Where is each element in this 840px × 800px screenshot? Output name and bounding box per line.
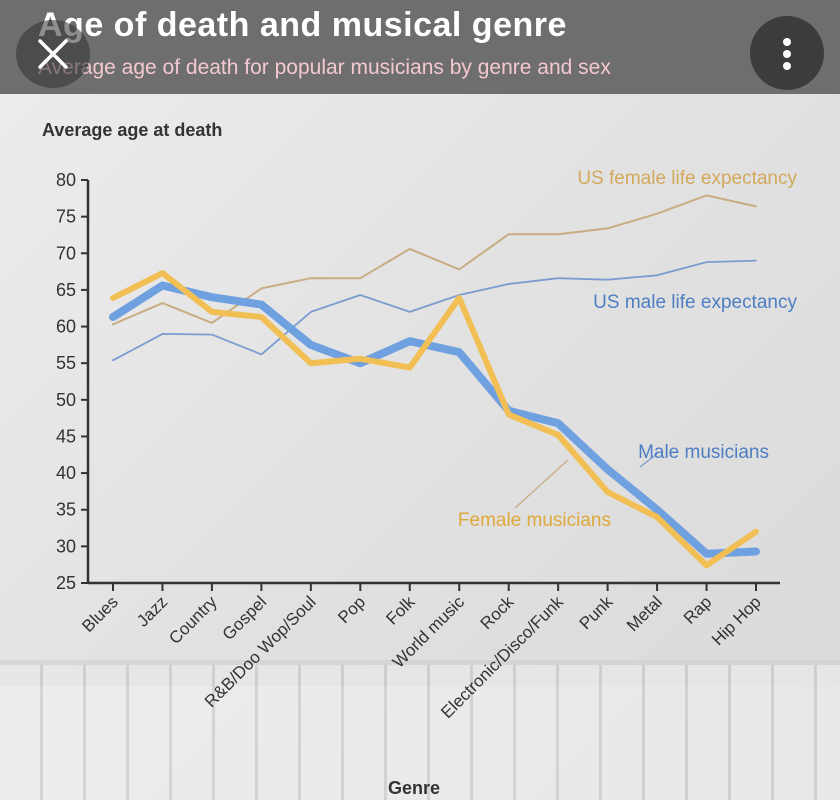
x-tick-label: Rock: [477, 592, 518, 633]
x-tick-label: Pop: [334, 592, 369, 627]
x-tick-label: Folk: [382, 592, 418, 628]
y-tick-label: 70: [56, 243, 76, 263]
chart-subtitle: Average age of death for popular musicia…: [38, 56, 611, 79]
x-tick-label: Punk: [576, 592, 617, 633]
annotations: US female life expectancy US male life e…: [458, 168, 798, 531]
series-label-us-male: US male life expectancy: [593, 292, 797, 313]
y-tick-label: 50: [56, 390, 76, 410]
y-tick-label: 30: [56, 536, 76, 556]
male-musicians-leader: [639, 452, 659, 468]
y-tick-label: 80: [56, 170, 76, 190]
series-line-male-musicians: [109, 281, 760, 558]
y-axis-label: Average age at death: [42, 120, 222, 140]
close-button[interactable]: [16, 20, 90, 88]
series-line-us-female: [112, 194, 757, 326]
chart-svg: 25 30 35 40 45 50 55 60 65 70 75 80 Blues JazzCountr…: [42, 120, 798, 798]
y-tick-label: 35: [56, 500, 76, 520]
y-tick-label: 40: [56, 463, 76, 483]
y-tick-label: 25: [56, 573, 76, 593]
chart-title: Age of death and musical genre: [38, 6, 567, 44]
series-lines: [109, 194, 760, 569]
y-tick-label: 75: [56, 207, 76, 227]
female-musicians-leader: [514, 459, 569, 509]
x-tick-label: Blues: [78, 592, 122, 636]
x-axis-label: Genre: [388, 778, 440, 798]
x-tick-label: Jazz: [133, 592, 171, 630]
x-tick-label: Hip Hop: [708, 592, 765, 649]
header-bar: [0, 0, 840, 94]
series-label-us-female: US female life expectancy: [577, 168, 797, 189]
x-tick-label: Country: [165, 592, 221, 648]
chart-axes: [86, 180, 780, 585]
series-line-us-male: [112, 259, 757, 362]
series-label-female-musicians: Female musicians: [458, 510, 611, 531]
y-tick-label: 65: [56, 280, 76, 300]
y-tick-label: 60: [56, 317, 76, 337]
y-tick-label: 45: [56, 426, 76, 446]
close-icon: [38, 39, 68, 69]
more-options-button[interactable]: [750, 16, 824, 90]
x-tick-label: Metal: [623, 592, 666, 635]
series-line-female-musicians: [110, 270, 759, 569]
piano-keys-backdrop-lower: [0, 665, 840, 800]
series-label-male-musicians: Male musicians: [638, 442, 769, 463]
y-tick-label: 55: [56, 353, 76, 373]
x-tick-label: Rap: [680, 592, 715, 627]
y-ticks: 25 30 35 40 45 50 55 60 65 70 75 80: [56, 170, 88, 593]
